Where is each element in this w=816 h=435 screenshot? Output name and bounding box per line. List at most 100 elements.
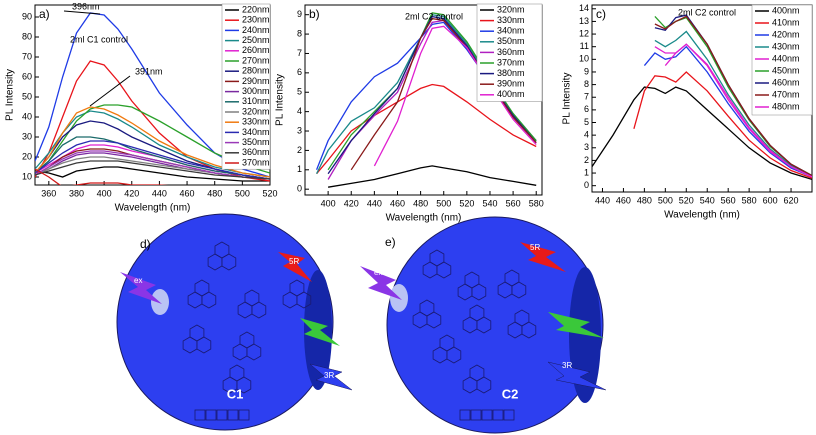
square bbox=[470, 409, 482, 421]
y-tick-label: 2 bbox=[297, 145, 302, 155]
ring bbox=[244, 289, 260, 307]
y-tick-label: 3 bbox=[297, 125, 302, 135]
series-line bbox=[373, 25, 537, 167]
y-tick-label: 80 bbox=[22, 31, 32, 41]
ring bbox=[194, 279, 210, 297]
x-tick-label: 500 bbox=[235, 188, 250, 198]
emission-bolt bbox=[547, 361, 607, 391]
series-line bbox=[592, 86, 812, 181]
square bbox=[216, 409, 228, 421]
annotation-arrow bbox=[63, 10, 101, 15]
y-tick-label: 5 bbox=[584, 117, 589, 127]
ring bbox=[229, 364, 245, 382]
panel-label: a) bbox=[39, 7, 50, 21]
legend-label: 400nm bbox=[497, 89, 525, 99]
ring bbox=[439, 334, 455, 352]
y-tick-label: 1 bbox=[297, 164, 302, 174]
x-tick-label: 440 bbox=[152, 188, 167, 198]
x-axis-label: Wavelength (nm) bbox=[115, 203, 191, 214]
series-line bbox=[316, 83, 537, 175]
ring bbox=[469, 304, 485, 322]
legend-label: 390nm bbox=[497, 79, 525, 89]
legend-label: 320nm bbox=[497, 4, 525, 14]
series-line bbox=[35, 104, 270, 174]
x-tick-label: 520 bbox=[459, 198, 474, 208]
x-tick-label: 360 bbox=[41, 188, 56, 198]
y-axis-label: PL Intensity bbox=[275, 74, 286, 126]
excitation-bolt bbox=[120, 272, 162, 304]
x-tick-label: 460 bbox=[390, 198, 405, 208]
ring bbox=[429, 249, 445, 267]
legend-label: 380nm bbox=[497, 68, 525, 78]
annotation: 391nm bbox=[135, 66, 163, 76]
legend-box bbox=[221, 3, 271, 170]
series-line bbox=[35, 150, 270, 180]
x-tick-label: 560 bbox=[506, 198, 521, 208]
y-tick-label: 9 bbox=[297, 9, 302, 19]
x-tick-label: 600 bbox=[763, 195, 778, 205]
legend-label: 370nm bbox=[497, 57, 525, 67]
x-tick-label: 560 bbox=[721, 195, 736, 205]
x-tick-label: 420 bbox=[344, 198, 359, 208]
series-line bbox=[35, 160, 270, 180]
x-tick-label: 540 bbox=[700, 195, 715, 205]
y-tick-label: 0 bbox=[297, 184, 302, 194]
diagrams: d) C1 ex 5R 3R e) C2 ex 5R 3R bbox=[116, 213, 607, 434]
ring bbox=[239, 331, 255, 349]
x-tick-label: 460 bbox=[616, 195, 631, 205]
emission-bolt bbox=[548, 312, 604, 338]
legend-label: 470nm bbox=[772, 89, 800, 99]
legend-label: 330nm bbox=[242, 117, 270, 127]
series-line bbox=[35, 166, 270, 182]
series-line bbox=[35, 140, 270, 180]
series-line bbox=[327, 165, 537, 188]
emission-bolt bbox=[309, 363, 353, 391]
y-tick-label: 4 bbox=[584, 130, 589, 140]
legend-label: 360nm bbox=[242, 147, 270, 157]
bolt-label: 5R bbox=[530, 243, 540, 252]
x-tick-label: 580 bbox=[529, 198, 544, 208]
legend-label: 280nm bbox=[242, 66, 270, 76]
legend-label: 310nm bbox=[242, 96, 270, 106]
x-tick-label: 440 bbox=[367, 198, 382, 208]
series-line bbox=[643, 45, 812, 178]
x-tick-label: 580 bbox=[742, 195, 757, 205]
bolt-label: 3R bbox=[324, 371, 334, 380]
ring bbox=[289, 279, 305, 297]
legend-label: 460nm bbox=[772, 77, 800, 87]
carbon-dot-c1 bbox=[116, 213, 334, 431]
legend-label: 350nm bbox=[242, 137, 270, 147]
excitation-spot bbox=[151, 289, 169, 315]
x-tick-label: 540 bbox=[482, 198, 497, 208]
x-tick-label: 400 bbox=[97, 188, 112, 198]
ring bbox=[504, 269, 520, 287]
x-tick-label: 420 bbox=[124, 188, 139, 198]
y-tick-label: 11 bbox=[580, 41, 589, 51]
legend-label: 240nm bbox=[242, 25, 270, 35]
series-line bbox=[35, 106, 270, 178]
y-tick-label: 2 bbox=[584, 155, 589, 165]
legend-label: 340nm bbox=[497, 26, 525, 36]
panel-label: c) bbox=[596, 7, 606, 21]
emission-bolt bbox=[278, 252, 312, 282]
bolt-label: ex bbox=[134, 276, 142, 285]
legend-label: 330nm bbox=[497, 15, 525, 25]
ring bbox=[189, 324, 205, 342]
legend-label: 450nm bbox=[772, 65, 800, 75]
bolt-label: 3R bbox=[562, 361, 572, 370]
y-tick-label: 9 bbox=[584, 66, 589, 76]
legend-label: 410nm bbox=[772, 17, 800, 27]
y-tick-label: 10 bbox=[22, 171, 32, 181]
square bbox=[227, 409, 239, 421]
y-axis-label: PL Intensity bbox=[5, 69, 16, 121]
y-tick-label: 60 bbox=[22, 71, 32, 81]
bolt-label: 5R bbox=[289, 257, 299, 266]
emission-bolt bbox=[300, 318, 340, 346]
x-tick-label: 520 bbox=[262, 188, 277, 198]
emission-bolt bbox=[520, 242, 566, 272]
dot-label: C1 bbox=[227, 386, 244, 401]
annotation: 2ml C2 control bbox=[405, 11, 463, 21]
y-tick-label: 13 bbox=[579, 16, 589, 26]
legend-label: 430nm bbox=[772, 41, 800, 51]
y-axis-label: PL Intensity bbox=[562, 73, 573, 125]
